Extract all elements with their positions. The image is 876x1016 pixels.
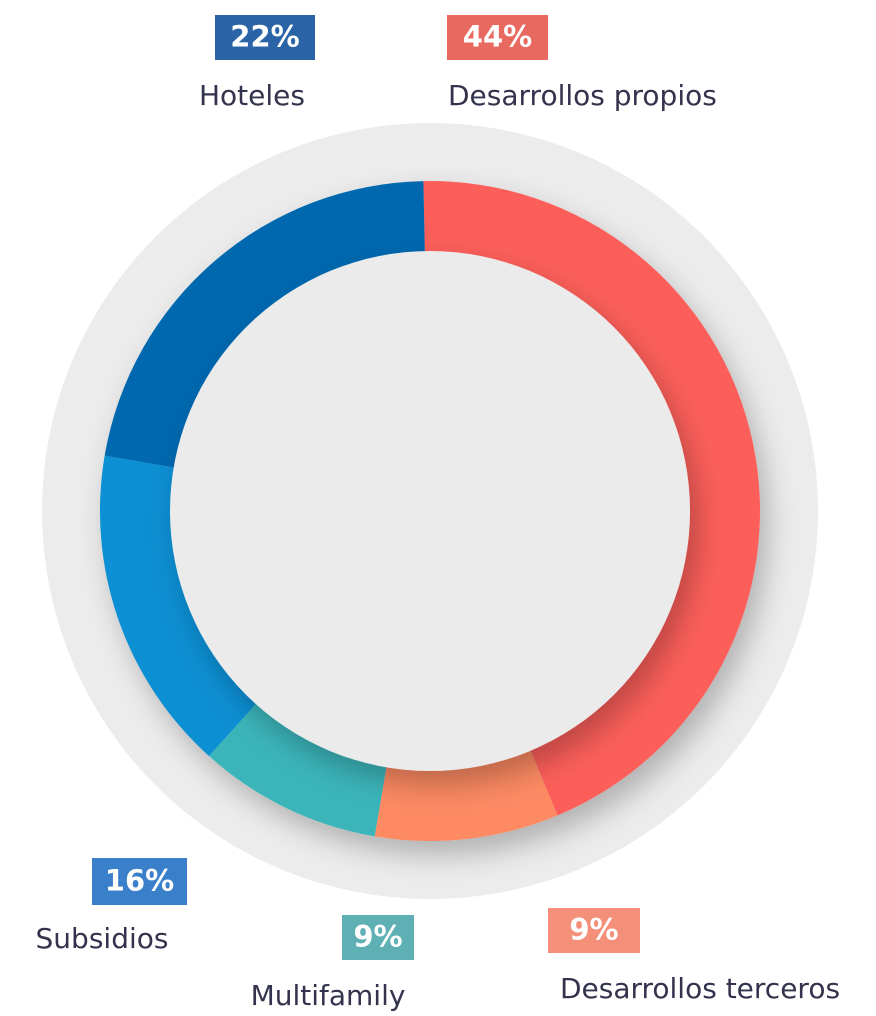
category-label: Desarrollos terceros xyxy=(560,972,840,1005)
slice xyxy=(104,181,425,469)
category-label: Multifamily xyxy=(251,979,406,1012)
label-box xyxy=(342,915,414,960)
category-label: Desarrollos propios xyxy=(448,79,717,112)
category-label: Hoteles xyxy=(199,79,305,112)
value-label: 44% xyxy=(463,20,532,54)
label-box xyxy=(215,15,315,60)
labels: 44% Desarrollos propios 9% Desarrollos terc… xyxy=(36,15,840,1012)
value-label: 22% xyxy=(230,20,299,54)
slice xyxy=(100,455,260,757)
label-box xyxy=(447,15,548,60)
value-label: 9% xyxy=(353,920,402,954)
value-label: 16% xyxy=(105,864,174,898)
slice xyxy=(208,700,388,837)
value-label: 9% xyxy=(569,913,618,947)
label-box xyxy=(548,908,640,953)
ring xyxy=(100,181,760,841)
slice xyxy=(423,181,760,816)
label-box xyxy=(92,858,187,905)
category-label: Subsidios xyxy=(36,922,169,955)
center-disk xyxy=(170,251,690,771)
